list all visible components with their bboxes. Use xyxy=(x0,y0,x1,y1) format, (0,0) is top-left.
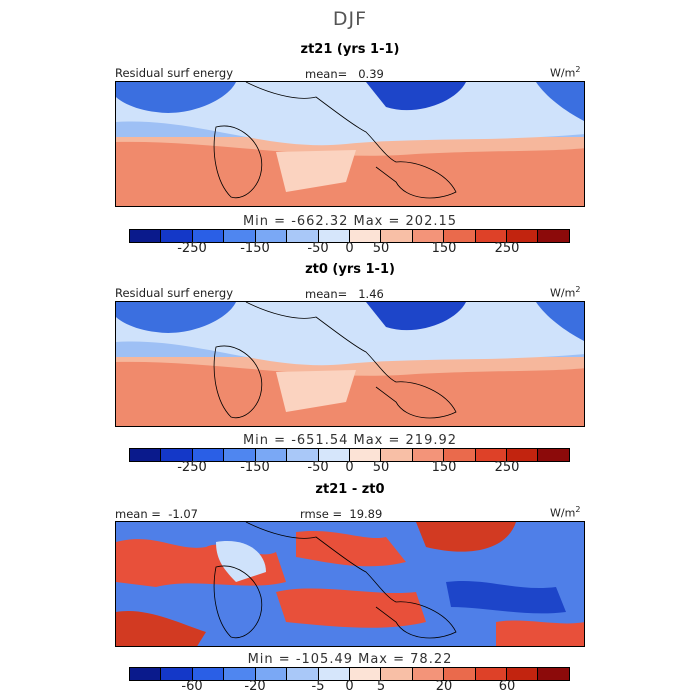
colorbar-swatch xyxy=(381,668,413,680)
colorbar-swatch xyxy=(538,449,569,461)
colorbar-swatch xyxy=(538,668,569,680)
panel-3-minmax: Min = -105.49 Max = 78.22 xyxy=(247,652,453,667)
colorbar-swatch xyxy=(349,230,382,242)
panel-2-subtitle: zt0 (yrs 1-1) xyxy=(305,262,395,277)
colorbar-swatch xyxy=(475,449,508,461)
panel-1-minmax: Min = -662.32 Max = 202.15 xyxy=(242,214,458,229)
colorbar-swatch xyxy=(130,449,162,461)
colorbar-swatch xyxy=(318,668,350,680)
colorbar-tick-label: -250 xyxy=(177,460,207,475)
panel-1-colorbar-ticks: -250 -150 -50 0 50 150 250 xyxy=(129,241,570,257)
colorbar-tick-label: 60 xyxy=(498,679,516,694)
panel-3-units: W/m2 xyxy=(550,505,581,520)
colorbar-tick-label: -150 xyxy=(240,241,270,256)
panel-1-units: W/m2 xyxy=(550,65,581,80)
colorbar-swatch xyxy=(475,230,508,242)
colorbar-swatch xyxy=(412,230,445,242)
colorbar-tick-label: 150 xyxy=(431,241,457,256)
colorbar-tick-label: 20 xyxy=(435,679,453,694)
panel-2-mean-label: mean= 1.46 xyxy=(305,287,384,301)
colorbar-swatch xyxy=(192,230,225,242)
colorbar-swatch xyxy=(224,668,256,680)
panel-1-colorbar xyxy=(129,229,570,243)
colorbar-swatch xyxy=(192,449,225,461)
colorbar-tick-label: -50 xyxy=(307,241,329,256)
colorbar-tick-label: 0 xyxy=(345,679,354,694)
colorbar-swatch xyxy=(349,668,382,680)
colorbar-swatch xyxy=(161,230,193,242)
colorbar-swatch xyxy=(161,668,193,680)
colorbar-tick-label: -20 xyxy=(244,679,266,694)
colorbar-tick-label: 250 xyxy=(494,460,520,475)
colorbar-swatch xyxy=(318,230,350,242)
colorbar-tick-label: 50 xyxy=(372,460,390,475)
colorbar-swatch xyxy=(507,668,539,680)
colorbar-swatch xyxy=(192,668,225,680)
colorbar-swatch xyxy=(255,449,288,461)
colorbar-swatch xyxy=(287,668,319,680)
colorbar-swatch xyxy=(255,668,288,680)
panel-1-mean-label: mean= 0.39 xyxy=(305,67,384,81)
colorbar-tick-label: 5 xyxy=(376,679,386,694)
panel-2-map xyxy=(115,301,585,427)
panel-2-variable-label: Residual surf energy xyxy=(115,286,234,300)
colorbar-swatch xyxy=(412,449,445,461)
colorbar-tick-label: -50 xyxy=(307,460,329,475)
panel-2-colorbar-ticks: -250 -150 -50 0 50 150 250 xyxy=(129,460,570,476)
colorbar-swatch xyxy=(287,230,319,242)
panel-1-map xyxy=(115,81,585,207)
panel-3-colorbar-ticks: -60 -20 -5 0 5 20 60 xyxy=(129,679,570,695)
colorbar-swatch xyxy=(412,668,445,680)
colorbar-swatch xyxy=(130,668,162,680)
colorbar-swatch xyxy=(318,449,350,461)
colorbar-swatch xyxy=(507,230,539,242)
panel-1-subtitle: zt21 (yrs 1-1) xyxy=(300,42,400,57)
colorbar-swatch xyxy=(287,449,319,461)
colorbar-swatch xyxy=(444,449,476,461)
figure-title: DJF xyxy=(332,8,368,30)
panel-1-variable-label: Residual surf energy xyxy=(115,66,234,80)
colorbar-tick-label: 50 xyxy=(372,241,390,256)
colorbar-tick-label: 0 xyxy=(345,241,354,256)
colorbar-tick-label: -60 xyxy=(181,679,203,694)
colorbar-tick-label: -250 xyxy=(177,241,207,256)
colorbar-tick-label: 0 xyxy=(345,460,354,475)
colorbar-swatch xyxy=(475,668,508,680)
panel-3-subtitle: zt21 - zt0 xyxy=(315,482,385,497)
panel-2-minmax: Min = -651.54 Max = 219.92 xyxy=(242,433,458,448)
panel-3-mean-label: mean = -1.07 xyxy=(115,507,198,521)
colorbar-swatch xyxy=(538,230,569,242)
colorbar-swatch xyxy=(224,449,256,461)
panel-3-rmse-label: rmse = 19.89 xyxy=(300,507,383,521)
colorbar-swatch xyxy=(130,230,162,242)
colorbar-swatch xyxy=(224,230,256,242)
colorbar-swatch xyxy=(349,449,382,461)
panel-2-units: W/m2 xyxy=(550,285,581,300)
colorbar-tick-label: 150 xyxy=(431,460,457,475)
colorbar-tick-label: -150 xyxy=(240,460,270,475)
colorbar-swatch xyxy=(444,230,476,242)
panel-3-map xyxy=(115,521,585,647)
colorbar-tick-label: 250 xyxy=(494,241,520,256)
colorbar-swatch xyxy=(161,449,193,461)
colorbar-swatch xyxy=(255,230,288,242)
colorbar-tick-label: -5 xyxy=(311,679,325,694)
colorbar-swatch xyxy=(444,668,476,680)
panel-2-colorbar xyxy=(129,448,570,462)
panel-3-colorbar xyxy=(129,667,570,681)
colorbar-swatch xyxy=(381,230,413,242)
colorbar-swatch xyxy=(381,449,413,461)
colorbar-swatch xyxy=(507,449,539,461)
